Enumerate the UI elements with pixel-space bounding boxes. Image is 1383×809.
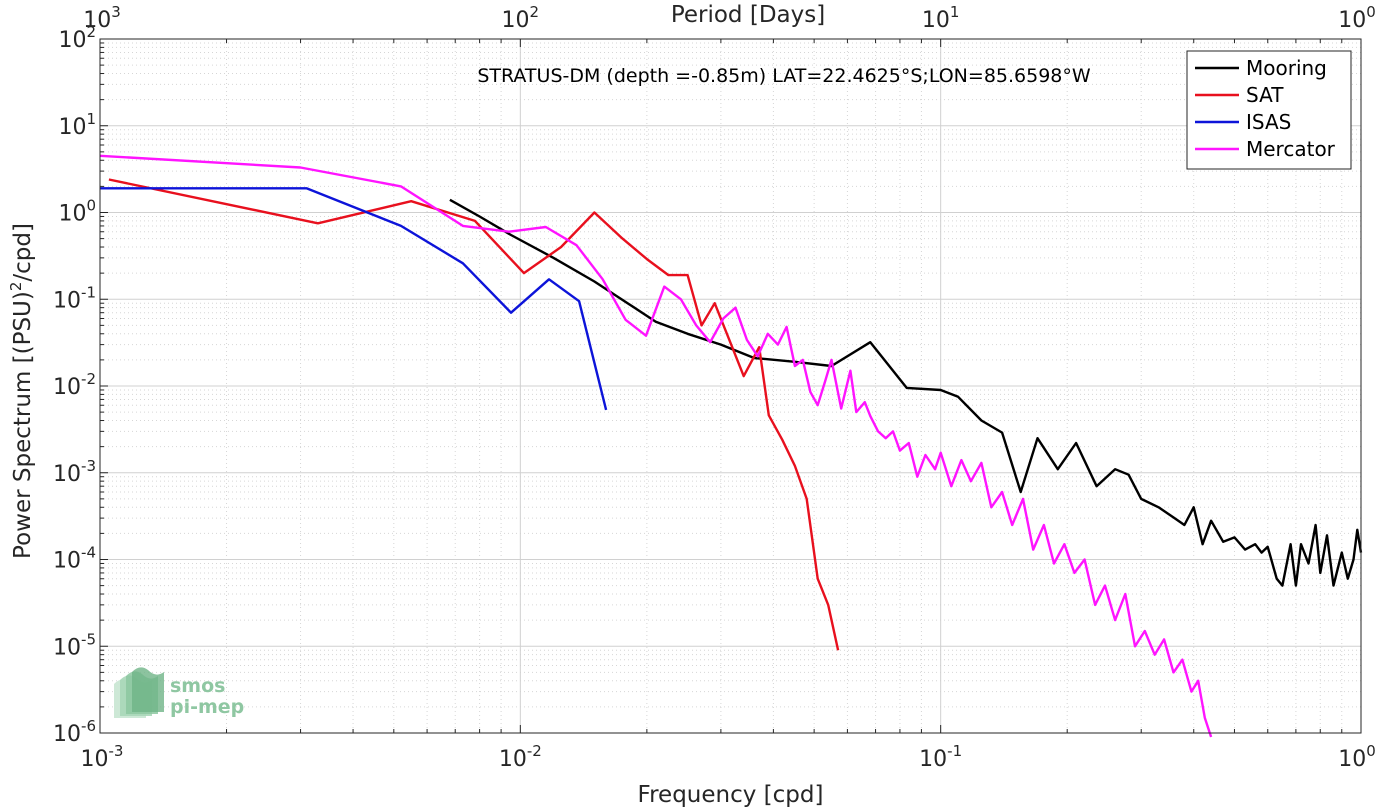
y-tick-label-base: 10 (58, 28, 86, 53)
chart-title: STRATUS-DM (depth =-0.85m) LAT=22.4625°S… (477, 65, 1091, 87)
series-mercator (99, 154, 1213, 738)
legend-item: ISAS (1195, 110, 1291, 134)
y-tick-label-exp: 2 (86, 23, 96, 41)
legend: Mooring SAT ISAS Mercator (1186, 50, 1352, 170)
x-tick-label: 10-3 (81, 742, 124, 772)
legend-item: SAT (1195, 83, 1284, 107)
y-tick-label-base: 10 (53, 375, 81, 400)
tick-marks (99, 38, 1362, 734)
x-tick-label-exp: -2 (527, 742, 542, 760)
x-tick-label: 10-2 (499, 742, 542, 772)
y-tick-label: 101 (58, 110, 96, 140)
legend-label: Mooring (1246, 56, 1327, 80)
top-tick-label-base: 10 (922, 8, 950, 33)
x-tick-label-base: 10 (81, 747, 109, 772)
y-tick-label: 10-1 (53, 283, 96, 313)
y-tick-label-base: 10 (53, 635, 81, 660)
top-tick-label-exp: 0 (1366, 3, 1376, 21)
x-axis-label: Frequency [cpd] (638, 782, 824, 808)
top-tick-label-exp: 2 (530, 3, 540, 21)
x-tick-label-exp: 0 (1366, 742, 1376, 760)
legend-item: Mercator (1195, 137, 1336, 161)
y-tick-label: 10-6 (53, 717, 96, 747)
logo-line1: smos (170, 675, 225, 697)
legend-label: ISAS (1246, 110, 1291, 134)
legend-label: Mercator (1246, 137, 1336, 161)
y-tick-label-exp: -3 (81, 457, 96, 475)
y-tick-label: 10-5 (53, 630, 96, 660)
y-tick-label-base: 10 (53, 288, 81, 313)
legend-label: SAT (1246, 83, 1284, 107)
top-tick-label: 101 (922, 3, 960, 33)
top-tick-label: 103 (83, 3, 121, 33)
x-tick-label: 10-1 (919, 742, 962, 772)
x-tick-label-base: 10 (919, 747, 947, 772)
grid-major (99, 38, 1362, 734)
y-tick-label: 100 (58, 197, 96, 227)
series-layer (99, 154, 1363, 738)
x-tick-label-base: 10 (1338, 747, 1366, 772)
top-tick-label: 102 (502, 3, 540, 33)
series-mooring (449, 198, 1363, 587)
y-tick-label-base: 10 (53, 462, 81, 487)
y-axis-label-main: Power Spectrum [(PSU) (10, 291, 36, 559)
series-line-mercator (99, 154, 1213, 738)
y-tick-label: 102 (58, 23, 96, 53)
y-tick-label-exp: 0 (86, 197, 96, 215)
y-tick-label-exp: -1 (81, 283, 96, 301)
top-tick-label-exp: 3 (111, 3, 121, 21)
smos-pi-mep-logo: smos pi-mep (114, 667, 244, 718)
y-tick-label: 10-2 (53, 370, 96, 400)
top-tick-label-base: 10 (502, 8, 530, 33)
y-axis-label: Power Spectrum [(PSU)2/cpd] (7, 223, 36, 559)
y-tick-label-base: 10 (53, 549, 81, 574)
y-tick-label-base: 10 (58, 202, 86, 227)
x-tick-label-base: 10 (499, 747, 527, 772)
top-tick-label-exp: 1 (950, 3, 960, 21)
y-tick-label-exp: -2 (81, 370, 96, 388)
y-axis-label-sup: 2 (7, 282, 25, 292)
logo-waves-icon (114, 667, 164, 718)
top-tick-label-base: 10 (83, 8, 111, 33)
y-tick-label-exp: -6 (81, 717, 96, 735)
series-sat (108, 178, 840, 651)
y-tick-label-exp: -4 (81, 544, 96, 562)
x-tick-label-exp: -3 (109, 742, 124, 760)
y-axis-label-tail: /cpd] (10, 223, 36, 282)
y-tick-label: 10-3 (53, 457, 96, 487)
y-tick-label-exp: 1 (86, 110, 96, 128)
y-tick-label-base: 10 (53, 722, 81, 747)
legend-item: Mooring (1195, 56, 1327, 80)
x-tick-label: 100 (1338, 742, 1376, 772)
top-tick-label: 100 (1338, 3, 1376, 33)
x-tick-label-exp: -1 (947, 742, 962, 760)
y-tick-label-base: 10 (58, 115, 86, 140)
series-line-mooring (449, 198, 1363, 587)
series-line-sat (108, 178, 840, 651)
series-isas (100, 187, 608, 411)
logo-line2: pi-mep (170, 696, 244, 718)
series-line-isas (100, 187, 608, 411)
top-tick-label-base: 10 (1338, 8, 1366, 33)
y-tick-label: 10-4 (53, 544, 96, 574)
top-axis-label: Period [Days] (671, 2, 825, 28)
y-tick-label-exp: -5 (81, 630, 96, 648)
